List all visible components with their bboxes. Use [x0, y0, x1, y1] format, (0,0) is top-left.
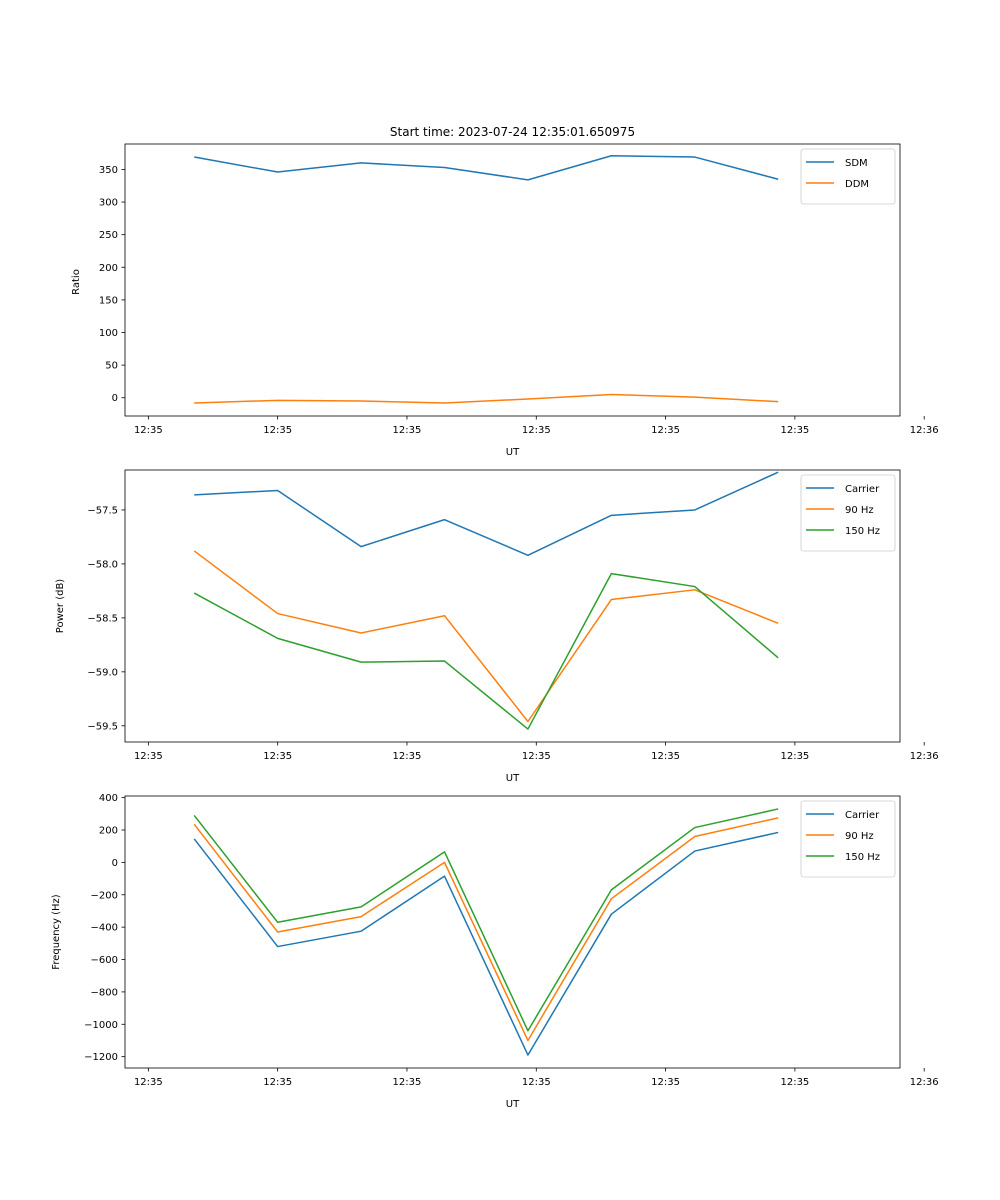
- y-tick-label: −59.5: [87, 721, 118, 732]
- y-axis: −59.5 −59.0 −58.5 −58.0 −57.5: [87, 505, 125, 732]
- x-tick-label: 12:35: [393, 425, 422, 436]
- x-axis: 12:35 12:35 12:35 12:35 12:35 12:35 12:36: [134, 742, 939, 762]
- y-tick-label: 200: [99, 826, 118, 837]
- x-tick-label: 12:35: [651, 751, 680, 762]
- y-axis-label: Frequency (Hz): [51, 894, 62, 970]
- x-tick-label: 12:35: [522, 425, 551, 436]
- x-tick-label: 12:35: [651, 425, 680, 436]
- y-tick-label: 150: [99, 295, 118, 306]
- series-layer: [193, 808, 779, 1056]
- legend-label: Carrier: [845, 810, 880, 821]
- chart-title: Start time: 2023-07-24 12:35:01.650975: [390, 125, 635, 139]
- y-tick-label: −200: [91, 890, 118, 901]
- x-tick-label: 12:35: [134, 751, 163, 762]
- y-tick-label: −1000: [84, 1020, 118, 1031]
- x-axis-label: UT: [506, 447, 520, 458]
- y-tick-label: −400: [91, 923, 118, 934]
- series-layer: [194, 154, 779, 404]
- x-tick-label: 12:35: [134, 1077, 163, 1088]
- x-tick-label: 12:35: [780, 1077, 809, 1088]
- legend-label: 90 Hz: [845, 505, 874, 516]
- y-tick-label: −1200: [84, 1052, 118, 1063]
- legend-label: Carrier: [845, 484, 880, 495]
- y-tick-label: 0: [112, 393, 118, 404]
- plot-frame: [124, 795, 901, 1069]
- x-tick-label: 12:35: [263, 751, 292, 762]
- x-tick-label: 12:35: [393, 751, 422, 762]
- x-tick-label: 12:35: [780, 425, 809, 436]
- legend-box: [800, 800, 896, 878]
- legend: SDM DDM: [800, 148, 896, 205]
- y-tick-label: 250: [99, 230, 118, 241]
- legend: Carrier 90 Hz 150 Hz: [800, 474, 896, 552]
- legend-box: [800, 474, 896, 552]
- y-tick-label: 50: [105, 361, 118, 372]
- y-tick-label: 400: [99, 793, 118, 804]
- series-line-sdm: [194, 154, 779, 181]
- legend: Carrier 90 Hz 150 Hz: [800, 800, 896, 878]
- series-line-carrier: [193, 831, 779, 1056]
- series-line-ddm: [194, 393, 779, 404]
- series-line-150-hz: [193, 808, 779, 1032]
- plot-frame: [124, 469, 901, 743]
- y-tick-label: 300: [99, 198, 118, 209]
- subplot-ratio: Start time: 2023-07-24 12:35:01.650975 1…: [71, 125, 939, 458]
- x-tick-label: 12:36: [910, 751, 939, 762]
- x-tick-label: 12:35: [522, 751, 551, 762]
- x-tick-label: 12:35: [393, 1077, 422, 1088]
- series-layer: [193, 471, 779, 730]
- series-line-90-hz: [193, 817, 779, 1042]
- y-tick-label: −800: [91, 987, 118, 998]
- x-tick-label: 12:36: [910, 1077, 939, 1088]
- y-tick-label: −600: [91, 955, 118, 966]
- y-tick-label: 350: [99, 165, 118, 176]
- x-axis-label: UT: [506, 773, 520, 784]
- series-line-carrier: [194, 471, 779, 557]
- series-line-150-hz: [193, 572, 779, 730]
- subplot-frequency: 12:35 12:35 12:35 12:35 12:35 12:35 12:36 −120…: [51, 793, 939, 1110]
- y-tick-label: 100: [99, 328, 118, 339]
- series-line-90-hz: [193, 550, 779, 723]
- y-tick-label: −58.0: [87, 559, 118, 570]
- legend-label: DDM: [845, 179, 869, 190]
- y-tick-label: 200: [99, 263, 118, 274]
- y-axis-label: Power (dB): [55, 579, 66, 634]
- x-tick-label: 12:35: [263, 1077, 292, 1088]
- legend-label: 90 Hz: [845, 831, 874, 842]
- x-tick-label: 12:35: [263, 425, 292, 436]
- y-axis: 0 50 100 150 200 250 300 350: [99, 165, 125, 404]
- x-tick-label: 12:35: [780, 751, 809, 762]
- y-tick-label: −59.0: [87, 667, 118, 678]
- legend-label: 150 Hz: [845, 526, 880, 537]
- y-tick-label: −57.5: [87, 505, 118, 516]
- x-tick-label: 12:36: [910, 425, 939, 436]
- x-tick-label: 12:35: [522, 1077, 551, 1088]
- x-axis: 12:35 12:35 12:35 12:35 12:35 12:35 12:36: [134, 416, 939, 436]
- y-tick-label: 0: [112, 858, 118, 869]
- y-axis: −1200 −1000 −800 −600 −400 −200 0 200 400: [84, 793, 125, 1063]
- plot-frame: [124, 143, 901, 417]
- legend-label: SDM: [845, 158, 868, 169]
- y-tick-label: −58.5: [87, 613, 118, 624]
- y-axis-label: Ratio: [71, 269, 82, 295]
- x-axis-label: UT: [506, 1099, 520, 1110]
- legend-label: 150 Hz: [845, 852, 880, 863]
- x-tick-label: 12:35: [651, 1077, 680, 1088]
- subplot-power: 12:35 12:35 12:35 12:35 12:35 12:35 12:36 −59.…: [55, 469, 939, 784]
- x-tick-label: 12:35: [134, 425, 163, 436]
- x-axis: 12:35 12:35 12:35 12:35 12:35 12:35 12:36: [134, 1068, 939, 1088]
